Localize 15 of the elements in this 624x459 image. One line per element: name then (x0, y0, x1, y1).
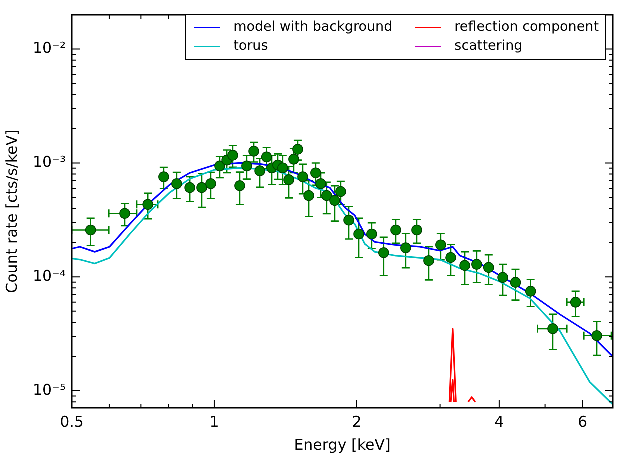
x-tick-label: 6 (578, 412, 588, 431)
x-tick-label: 0.5 (60, 412, 84, 431)
legend-label: scattering (454, 38, 523, 54)
y-tick-label: 10⁻⁴ (32, 267, 66, 286)
x-axis-title: Energy [keV] (294, 436, 391, 454)
legend-label: reflection component (454, 19, 599, 35)
y-tick-label: 10⁻⁵ (32, 380, 66, 399)
legend-label: model with background (234, 19, 393, 35)
x-tick-label: 2 (352, 412, 362, 431)
y-tick-label: 10⁻³ (32, 153, 66, 172)
y-axis-title: Count rate [cts/s/keV] (2, 130, 21, 294)
x-tick-label: 1 (210, 412, 220, 431)
legend-label: torus (234, 38, 268, 54)
y-tick-label: 10⁻² (32, 39, 66, 58)
x-tick-label: 4 (494, 412, 504, 431)
